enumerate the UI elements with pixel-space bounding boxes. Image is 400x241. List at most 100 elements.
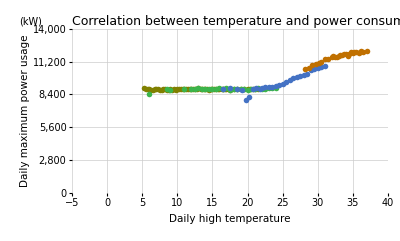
Point	[250, 87, 256, 91]
Point	[213, 87, 219, 91]
Point	[167, 87, 174, 91]
Point	[206, 88, 212, 92]
Point	[350, 51, 356, 55]
Point	[176, 87, 182, 91]
Point	[225, 87, 232, 91]
Point	[204, 87, 210, 91]
Point	[150, 88, 156, 92]
Point	[160, 87, 166, 91]
Point	[227, 87, 233, 90]
Point	[341, 53, 348, 56]
Point	[237, 87, 244, 91]
Point	[276, 83, 282, 87]
Point	[202, 87, 209, 91]
Point	[358, 49, 364, 53]
Point	[337, 54, 344, 57]
Point	[241, 87, 247, 91]
Point	[262, 87, 268, 91]
Point	[234, 87, 240, 91]
Point	[351, 51, 358, 54]
Point	[255, 87, 261, 91]
Point	[294, 75, 300, 79]
Point	[258, 86, 265, 90]
Point	[336, 54, 342, 58]
Point	[152, 87, 158, 91]
Point	[343, 52, 349, 56]
Point	[190, 87, 196, 91]
Point	[230, 87, 237, 91]
Point	[255, 86, 261, 90]
Point	[272, 86, 279, 90]
Point	[227, 88, 233, 92]
Point	[239, 88, 245, 92]
Point	[140, 86, 147, 90]
Point	[220, 87, 226, 91]
Point	[325, 57, 332, 60]
Point	[227, 88, 233, 92]
Point	[167, 88, 174, 92]
Point	[234, 87, 240, 91]
Point	[244, 88, 251, 92]
Point	[148, 88, 154, 92]
Point	[181, 87, 188, 91]
Point	[202, 87, 209, 91]
Point	[220, 87, 226, 91]
Point	[166, 88, 172, 92]
Point	[208, 87, 214, 91]
Point	[316, 61, 322, 65]
Point	[197, 87, 204, 91]
Point	[159, 88, 165, 92]
Point	[154, 87, 161, 91]
Point	[311, 67, 318, 71]
Point	[332, 55, 338, 59]
Point	[306, 66, 312, 70]
Point	[223, 86, 230, 90]
Point	[329, 55, 335, 59]
Point	[187, 87, 193, 91]
Point	[304, 72, 310, 76]
Point	[348, 50, 355, 54]
Point	[322, 57, 328, 61]
Point	[183, 87, 190, 91]
Point	[309, 63, 315, 67]
Point	[257, 87, 263, 90]
Point	[258, 87, 265, 91]
Text: Correlation between temperature and power consumption: Correlation between temperature and powe…	[72, 15, 400, 28]
Point	[192, 87, 198, 91]
Point	[244, 87, 251, 91]
Point	[297, 74, 304, 78]
Point	[300, 73, 307, 77]
Point	[243, 98, 249, 102]
Point	[234, 87, 240, 91]
Point	[220, 87, 226, 91]
Point	[355, 51, 362, 54]
Point	[213, 87, 219, 91]
Point	[180, 87, 186, 91]
Point	[192, 87, 198, 91]
Point	[218, 87, 225, 91]
Point	[211, 87, 217, 91]
Point	[195, 86, 202, 90]
Point	[194, 87, 200, 91]
Point	[251, 87, 258, 91]
Point	[280, 82, 286, 86]
Point	[266, 85, 272, 89]
Point	[195, 87, 202, 90]
Point	[322, 64, 328, 68]
Point	[313, 62, 320, 66]
Point	[199, 87, 205, 91]
Point	[251, 87, 258, 91]
Point	[199, 87, 205, 91]
Point	[164, 88, 170, 92]
Point	[353, 50, 360, 54]
Point	[171, 87, 177, 91]
Point	[185, 87, 191, 91]
Point	[188, 87, 194, 91]
Point	[162, 87, 168, 91]
Point	[215, 87, 221, 91]
Point	[248, 87, 254, 91]
Point	[146, 92, 152, 96]
Point	[146, 87, 152, 91]
Point	[286, 78, 293, 82]
Y-axis label: Daily maximum power usage: Daily maximum power usage	[20, 35, 30, 187]
